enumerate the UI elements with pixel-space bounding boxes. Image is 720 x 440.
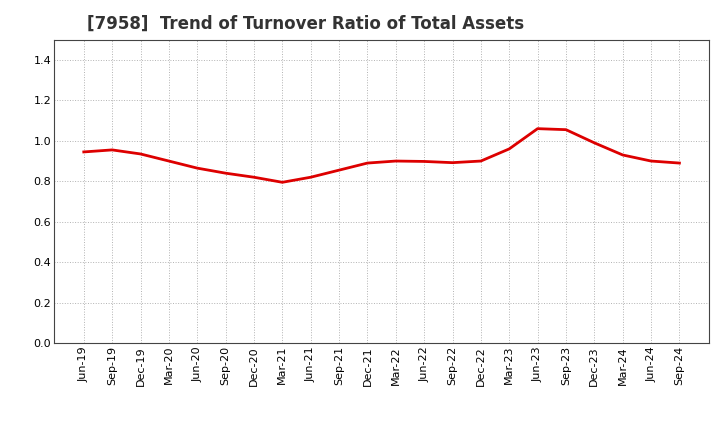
Text: [7958]  Trend of Turnover Ratio of Total Assets: [7958] Trend of Turnover Ratio of Total … bbox=[87, 15, 524, 33]
